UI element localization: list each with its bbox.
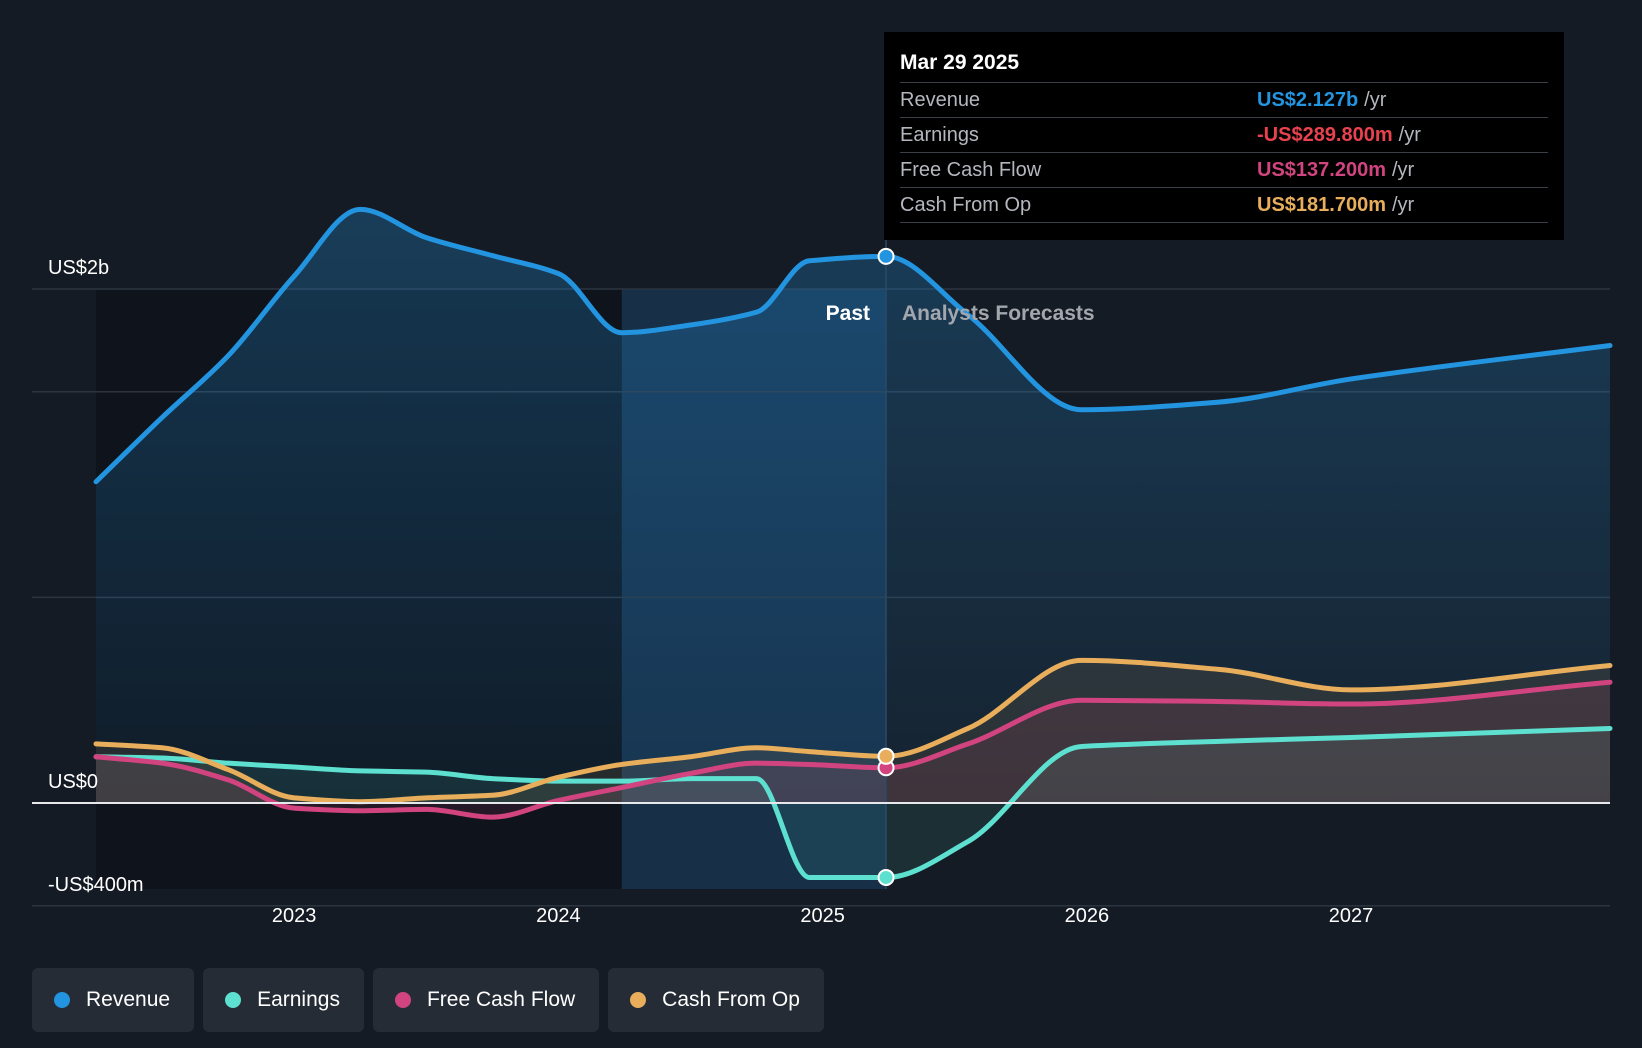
legend-item-revenue[interactable]: Revenue [32, 968, 195, 1032]
legend-item-earnings[interactable]: Earnings [203, 968, 364, 1032]
x-tick-label: 2026 [1065, 905, 1110, 927]
tooltip-value: US$2.127b [1257, 88, 1359, 111]
legend-label: Revenue [86, 988, 171, 1011]
tooltip-date: Mar 29 2025 [900, 51, 1020, 74]
revenue-line [93, 206, 1613, 485]
tooltip-row-earnings: Earnings -US$289.800m /yr [900, 117, 1548, 152]
legend-dot-icon [630, 992, 647, 1008]
financial-chart: US$2b US$0 -US$400m 2023 2024 2025 2026 2027 Pa… [32, 206, 1613, 927]
legend-item-cash-from-op[interactable]: Cash From Op [608, 968, 824, 1032]
earnings-marker [877, 869, 895, 887]
legend: Revenue Earnings Free Cash Flow Cash Fro… [32, 968, 824, 1032]
legend-dot-icon [394, 992, 411, 1008]
y-tick-label: US$0 [48, 771, 98, 793]
legend-dot-icon [225, 992, 242, 1008]
x-tick-label: 2023 [272, 905, 317, 927]
y-tick-label: US$2b [48, 257, 109, 279]
tooltip-value: -US$289.800m [1257, 123, 1393, 146]
tooltip-unit: /yr [1398, 123, 1421, 146]
x-tick-label: 2027 [1329, 905, 1374, 927]
revenue-marker [877, 247, 895, 265]
tooltip-row-cash-from-op: Cash From Op US$181.700m /yr [900, 187, 1548, 223]
free-cash-flow-line [93, 679, 1613, 820]
axis-labels: US$2b US$0 -US$400m 2023 2024 2025 2026 2027 [48, 257, 1373, 927]
tooltip-unit: /yr [1391, 193, 1415, 216]
tooltip-row-free-cash-flow: Free Cash Flow US$137.200m /yr [900, 152, 1548, 187]
x-tick-label: 2025 [800, 905, 845, 927]
hover-markers [877, 247, 895, 887]
cash-from-op-marker [877, 747, 895, 765]
tooltip-panel: Mar 29 2025 Revenue US$2.127b /yr Earnin… [884, 32, 1564, 240]
legend-label: Cash From Op [662, 988, 800, 1011]
cash-from-op-area [96, 660, 1610, 803]
legend-item-free-cash-flow[interactable]: Free Cash Flow [372, 968, 600, 1032]
legend-label: Earnings [257, 988, 340, 1011]
series-lines [93, 206, 1613, 881]
free-cash-flow-area [96, 682, 1610, 818]
legend-label: Free Cash Flow [426, 988, 576, 1011]
x-tick-label: 2024 [536, 905, 581, 927]
revenue-area [96, 209, 1610, 803]
tooltip-row-revenue: Revenue US$2.127b /yr [900, 82, 1548, 117]
legend-dot-icon [54, 992, 70, 1008]
tooltip-unit: /yr [1391, 158, 1415, 181]
forecast-label: Analysts Forecasts [902, 302, 1095, 325]
cash-from-op-line [93, 657, 1613, 805]
tooltip-label: Earnings [900, 123, 979, 146]
tooltip-label: Free Cash Flow [900, 158, 1042, 181]
tooltip-label: Revenue [900, 88, 981, 111]
area-fills [96, 209, 1610, 878]
tooltip-label: Cash From Op [900, 193, 1032, 216]
past-label: Past [826, 302, 870, 325]
tooltip-value: US$181.700m [1257, 193, 1386, 216]
tooltip-unit: /yr [1364, 88, 1387, 111]
earnings-line [93, 725, 1613, 881]
y-tick-label: -US$400m [48, 874, 144, 896]
tooltip-value: US$137.200m [1257, 158, 1386, 181]
